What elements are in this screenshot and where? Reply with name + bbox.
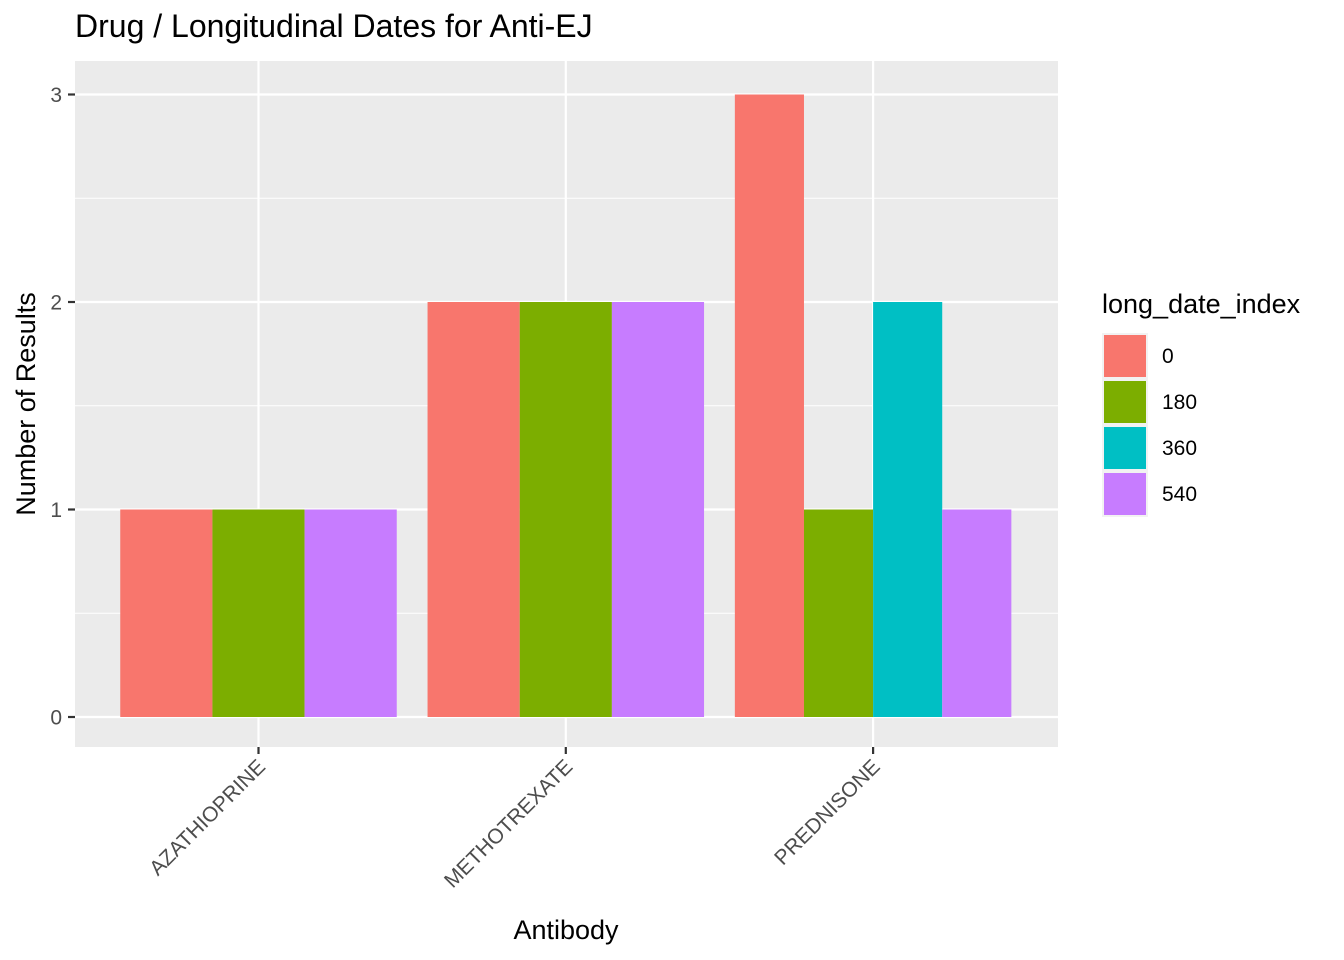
bar-azathioprine-0 [120,509,213,717]
legend-key-540 [1104,473,1146,515]
y-tick-label: 2 [50,292,62,315]
y-tick-label: 3 [50,84,62,107]
legend-label: 540 [1162,483,1197,506]
bar-prednisone-0 [734,94,804,717]
legend-key-0 [1104,335,1146,377]
x-tick-label: METHOTREXATE [440,755,577,892]
bar-methotrexate-540 [611,302,705,717]
bar-azathioprine-180 [212,509,305,717]
legend-label: 360 [1162,437,1197,460]
y-axis-title: Number of Results [11,292,41,516]
legend-title: long_date_index [1102,289,1301,319]
x-axis-title: Antibody [513,915,619,945]
x-tick-label: AZATHIOPRINE [145,755,270,880]
x-axis: AZATHIOPRINE METHOTREXATE PREDNISONE [145,747,885,893]
bar-prednisone-360 [873,302,943,717]
chart-title: Drug / Longitudinal Dates for Anti-EJ [75,8,593,44]
y-tick-label: 1 [50,499,62,522]
legend-label: 180 [1162,391,1197,414]
legend-key-360 [1104,427,1146,469]
y-axis: 0 1 2 3 [50,84,75,730]
bar-prednisone-180 [803,509,874,717]
legend-key-180 [1104,381,1146,423]
bar-prednisone-540 [942,509,1012,717]
bar-methotrexate-0 [427,302,520,717]
bar-methotrexate-180 [519,302,612,717]
bars [120,94,1012,717]
y-tick-label: 0 [50,707,62,730]
legend: long_date_index 0 180 360 540 [1102,289,1301,517]
x-tick-label: PREDNISONE [770,755,884,869]
bar-azathioprine-540 [304,509,397,717]
legend-label: 0 [1162,345,1174,368]
